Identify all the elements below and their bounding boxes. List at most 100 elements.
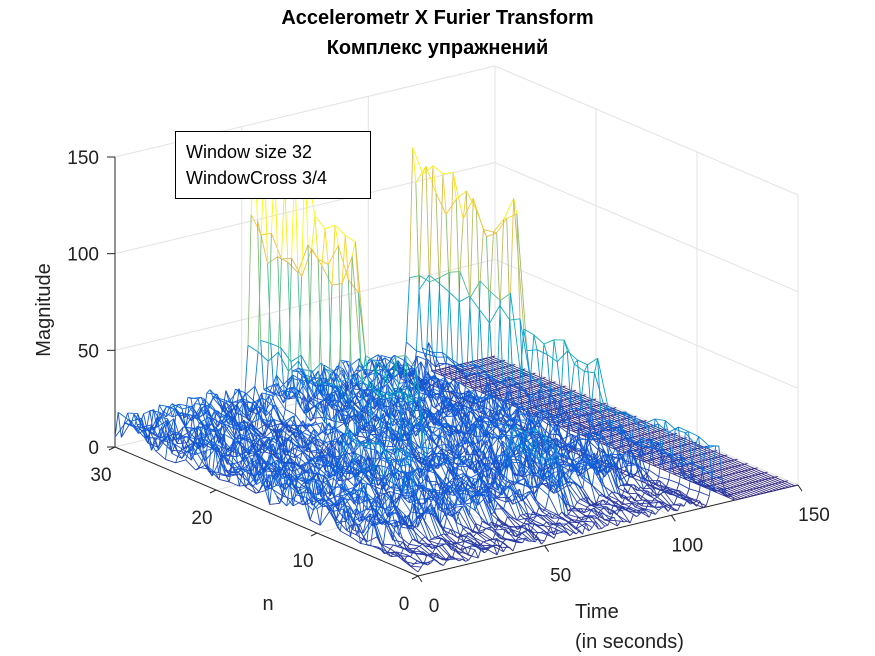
mesh-line-bin bbox=[526, 349, 538, 352]
mesh-line-time bbox=[459, 218, 464, 272]
mesh-line-time bbox=[200, 431, 205, 445]
mesh-line-bin bbox=[225, 424, 236, 430]
mesh-line-bin bbox=[287, 261, 299, 273]
mesh-line-bin bbox=[172, 412, 183, 418]
mesh-line-time bbox=[257, 234, 262, 352]
mesh-line-time bbox=[431, 352, 436, 368]
mesh-line-time bbox=[217, 410, 222, 424]
mesh-line-bin bbox=[193, 398, 205, 418]
mesh-line-time bbox=[422, 378, 427, 384]
mesh-line-bin bbox=[310, 362, 322, 374]
mesh-line-time bbox=[412, 147, 417, 183]
mesh-line-time bbox=[236, 440, 241, 457]
mesh-line-time bbox=[386, 371, 391, 378]
mesh-line-bin bbox=[414, 376, 426, 387]
mesh-line-bin bbox=[210, 440, 222, 448]
mesh-line-bin bbox=[446, 356, 458, 367]
mesh-line-time bbox=[203, 441, 208, 445]
mesh-line-bin bbox=[289, 377, 300, 381]
mesh-line-bin bbox=[495, 362, 506, 368]
mesh-line-time bbox=[428, 342, 433, 372]
mesh-line-time bbox=[432, 165, 437, 194]
mesh-line-time bbox=[283, 422, 287, 425]
mesh-line-time bbox=[260, 418, 265, 436]
mesh-line-time bbox=[306, 401, 312, 422]
mesh-line-time bbox=[188, 445, 193, 452]
mesh-line-bin bbox=[205, 447, 216, 452]
mesh-line-time bbox=[287, 435, 292, 439]
mesh-line-time bbox=[317, 401, 322, 409]
mesh-line-bin bbox=[207, 411, 218, 428]
mesh-line-bin bbox=[280, 347, 292, 362]
mesh-line-bin bbox=[425, 376, 436, 379]
mesh-line-bin bbox=[426, 359, 438, 380]
mesh-line-time bbox=[387, 358, 392, 373]
mesh-line-bin bbox=[489, 370, 501, 376]
mesh-line-time bbox=[175, 403, 180, 409]
mesh-line-bin bbox=[459, 271, 471, 299]
mesh-line-time bbox=[280, 347, 285, 391]
mesh-line-time bbox=[224, 415, 229, 424]
mesh-line-bin bbox=[508, 365, 520, 371]
mesh-line-bin bbox=[260, 417, 271, 423]
mesh-line-time bbox=[124, 419, 129, 424]
mesh-line-time bbox=[320, 362, 325, 423]
mesh-line-time bbox=[479, 229, 484, 282]
mesh-line-bin bbox=[486, 232, 497, 238]
mesh-line-bin bbox=[456, 364, 468, 370]
mesh-line-bin bbox=[471, 387, 483, 394]
mesh-line-time bbox=[445, 214, 450, 293]
mesh-line-bin bbox=[445, 198, 457, 215]
mesh-line-bin bbox=[452, 172, 464, 219]
mesh-line-time bbox=[458, 301, 464, 367]
mesh-line-bin bbox=[340, 407, 352, 410]
mesh-line-time bbox=[218, 423, 223, 444]
mesh-line-bin bbox=[456, 366, 468, 375]
mesh-line-time bbox=[462, 190, 467, 219]
mesh-line-time bbox=[372, 372, 377, 390]
mesh-line-time bbox=[301, 369, 306, 376]
mesh-line-bin bbox=[260, 339, 271, 345]
mesh-line-time bbox=[230, 439, 235, 455]
mesh-line-time bbox=[209, 389, 214, 399]
mesh-line-bin bbox=[331, 283, 343, 286]
mesh-line-bin bbox=[143, 409, 154, 415]
mesh-line-bin bbox=[318, 382, 329, 385]
mesh-line-bin bbox=[334, 372, 346, 385]
mesh-line-time bbox=[506, 218, 511, 321]
mesh-line-time bbox=[169, 406, 174, 418]
mesh-line-time bbox=[211, 410, 216, 418]
mesh-line-time bbox=[384, 391, 389, 395]
mesh-line-time bbox=[197, 438, 202, 444]
mesh-line-time bbox=[206, 389, 211, 394]
mesh-line-bin bbox=[165, 459, 176, 464]
mesh-line-time bbox=[289, 415, 294, 420]
mesh-line-time bbox=[302, 379, 307, 382]
mesh-line-bin bbox=[184, 403, 196, 419]
mesh-line-bin bbox=[416, 350, 427, 355]
mesh-line-bin bbox=[255, 489, 267, 494]
mesh-line-time bbox=[590, 372, 595, 409]
y-axis-line bbox=[114, 446, 419, 577]
mesh-line-time bbox=[144, 437, 149, 444]
mesh-line-bin bbox=[259, 406, 271, 414]
mesh-line-bin bbox=[253, 426, 264, 436]
mesh-line-bin bbox=[505, 366, 516, 372]
mesh-line-bin bbox=[469, 295, 480, 310]
mesh-line-bin bbox=[386, 377, 398, 394]
mesh-line-bin bbox=[209, 429, 220, 431]
mesh-line-time bbox=[455, 199, 460, 302]
mesh-line-time bbox=[294, 360, 299, 415]
mesh-line-time bbox=[546, 354, 551, 392]
mesh-line-time bbox=[158, 404, 163, 412]
mesh-line-bin bbox=[285, 408, 296, 416]
mesh-line-time bbox=[245, 417, 250, 422]
mesh-line-bin bbox=[263, 389, 275, 395]
mesh-line-time bbox=[250, 425, 255, 433]
mesh-line-time bbox=[241, 425, 246, 439]
mesh-line-time bbox=[270, 418, 275, 423]
mesh-line-time bbox=[256, 407, 261, 431]
mesh-line-bin bbox=[242, 398, 254, 404]
mesh-line-bin bbox=[455, 190, 467, 200]
mesh-line-time bbox=[173, 418, 178, 444]
